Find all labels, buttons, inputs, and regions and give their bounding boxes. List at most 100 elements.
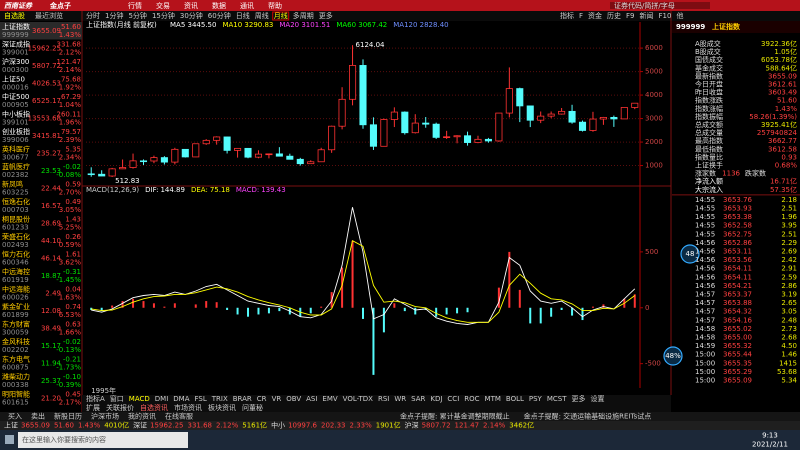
quote-search[interactable] [610, 2, 710, 9]
trade-tab[interactable]: 卖出 [31, 412, 45, 421]
stock-name[interactable]: 恒逸石化 [2, 197, 30, 206]
period-tab[interactable]: 日线 [236, 11, 250, 20]
stock-name[interactable]: 东方财富 [2, 320, 30, 329]
stock-name[interactable]: 上证50 [2, 75, 25, 84]
extension-tab[interactable]: 关联报价 [106, 403, 134, 412]
indicator-tab[interactable]: DMI [155, 395, 169, 403]
trade-tab[interactable]: 买入 [8, 413, 22, 421]
extension-tab[interactable]: 板块资讯 [208, 403, 236, 412]
trade-tab[interactable]: 在线客服 [165, 412, 193, 421]
news-ticker[interactable]: 金点子提醒: 交通运输基础设施REITs试点 [524, 412, 652, 421]
period-tab[interactable]: 60分钟 [208, 11, 231, 20]
indicator-tab[interactable]: ASI [306, 395, 317, 403]
indicator-tab[interactable]: EMV [322, 395, 337, 403]
function-tab[interactable]: F10 [659, 12, 672, 20]
stock-name[interactable]: 中远海能 [2, 285, 30, 294]
indicator-tab[interactable]: 指标A [86, 394, 105, 403]
indicator-tab[interactable]: PSY [529, 395, 543, 403]
indicator-tab[interactable]: DMA [173, 395, 189, 403]
trade-tab[interactable]: 新股日历 [54, 412, 82, 421]
quote-label: 总成交量 [695, 128, 723, 137]
indicator-tab[interactable]: MTM [485, 395, 501, 403]
stock-name[interactable]: 深证成指 [2, 40, 30, 49]
indicator-tab[interactable]: BOLL [506, 395, 524, 403]
stock-name[interactable]: 紫金矿业 [2, 302, 30, 311]
trade-tab[interactable]: 我的资讯 [128, 412, 156, 421]
menu-item[interactable]: 通讯 [240, 1, 254, 10]
extension-tab[interactable]: 扩展 [86, 403, 100, 412]
function-tab[interactable]: 他 [676, 11, 683, 20]
indicator-tab[interactable]: ROC [464, 395, 479, 403]
period-tab[interactable]: 5分钟 [128, 11, 146, 20]
stock-name[interactable]: 创业板指 [2, 127, 30, 136]
function-tab[interactable]: 资金 [588, 11, 602, 20]
stock-name[interactable]: 中证500 [2, 92, 29, 101]
extension-tab[interactable]: 市场资讯 [174, 403, 202, 412]
stock-name[interactable]: 东方电气 [2, 355, 30, 364]
search-placeholder[interactable]: 证券代码/简拼/字母 [614, 1, 675, 10]
stock-name[interactable]: 新凤鸣 [2, 180, 23, 189]
stock-name[interactable]: 上证指数 [2, 22, 30, 31]
stock-name[interactable]: 中远海控 [2, 267, 30, 276]
indicator-tab[interactable]: WR [394, 395, 406, 403]
indicator-tab[interactable]: FSL [195, 395, 207, 403]
period-tab[interactable]: 1分钟 [105, 11, 123, 20]
extension-tab[interactable]: 问董秘 [242, 403, 263, 412]
float-value: 48 [686, 250, 695, 258]
period-tab[interactable]: 15分钟 [152, 11, 175, 20]
period-tab[interactable]: 分时 [86, 11, 100, 20]
indicator-tab[interactable]: RSI [378, 395, 389, 403]
indicator-tab[interactable]: 窗口 [110, 394, 124, 403]
menu-item[interactable]: 行情 [128, 1, 142, 10]
extension-tab[interactable]: 自选资讯 [140, 403, 168, 412]
indicator-tab[interactable]: VR [272, 395, 282, 403]
stock-name[interactable]: 桐昆股份 [2, 215, 30, 224]
indicator-tab[interactable]: VOL-TDX [343, 395, 374, 403]
menu-item[interactable]: 数据 [212, 1, 226, 10]
search-placeholder[interactable]: 在这里输入你要搜索的内容 [22, 435, 106, 444]
stock-name[interactable]: 明阳智能 [2, 390, 30, 399]
indicator-tab[interactable]: CCI [447, 395, 459, 403]
period-tab[interactable]: 周线 [255, 11, 269, 20]
watch-tab[interactable]: 自选股 [4, 11, 25, 20]
watch-tab[interactable]: 最近浏览 [35, 11, 63, 20]
stock-name[interactable]: 中小板指 [2, 110, 30, 119]
indicator-tab[interactable]: MCST [547, 395, 567, 403]
stock-name[interactable]: 潍柴动力 [2, 372, 30, 381]
period-tab[interactable]: 30分钟 [180, 11, 203, 20]
indicator-tab[interactable]: SAR [411, 395, 425, 403]
indicator-tab[interactable]: CR [257, 395, 267, 403]
news-ticker[interactable]: 金点子提醒: 累计基金调整期限截止 [400, 412, 510, 421]
float-widget[interactable] [680, 244, 700, 264]
start-button[interactable] [5, 435, 14, 444]
float-widget[interactable] [663, 346, 683, 366]
stock-name[interactable]: 蓝帆医疗 [2, 162, 30, 171]
stock-name[interactable]: 恒力石化 [2, 250, 30, 259]
indicator-tab[interactable]: OBV [286, 395, 301, 403]
status-item: 5161亿 [242, 421, 267, 430]
period-tab[interactable]: 月线 [274, 11, 288, 20]
period-tab[interactable]: 更多 [319, 11, 333, 20]
menu-item[interactable]: 资讯 [184, 1, 198, 10]
stock-name[interactable]: 金风科技 [2, 337, 30, 346]
function-tab[interactable]: 历史 [607, 11, 621, 20]
stock-name[interactable]: 沪深300 [2, 57, 29, 66]
indicator-tab[interactable]: TRIX [211, 395, 228, 403]
stock-name[interactable]: 英科医疗 [2, 145, 30, 154]
indicator-tab[interactable]: MACD [129, 395, 150, 403]
search-box[interactable] [18, 432, 188, 448]
function-tab[interactable]: 指标 [560, 11, 574, 20]
stock-name[interactable]: 荣盛石化 [2, 232, 30, 241]
period-tab[interactable]: 多周期 [293, 11, 314, 20]
indicator-tab[interactable]: BRAR [233, 395, 252, 403]
indicator-tab[interactable]: 设置 [591, 394, 605, 403]
indicator-tab[interactable]: KDJ [430, 395, 442, 403]
function-tab[interactable]: F [579, 12, 583, 20]
menu-item[interactable]: 帮助 [268, 1, 282, 10]
tick-time: 14:57 [695, 316, 715, 324]
indicator-tab[interactable]: 更多 [572, 394, 586, 403]
trade-tab[interactable]: 沪深市场 [91, 412, 119, 421]
menu-item[interactable]: 交易 [156, 1, 170, 10]
function-tab[interactable]: F9 [626, 12, 634, 20]
function-tab[interactable]: 新闻 [640, 11, 654, 20]
